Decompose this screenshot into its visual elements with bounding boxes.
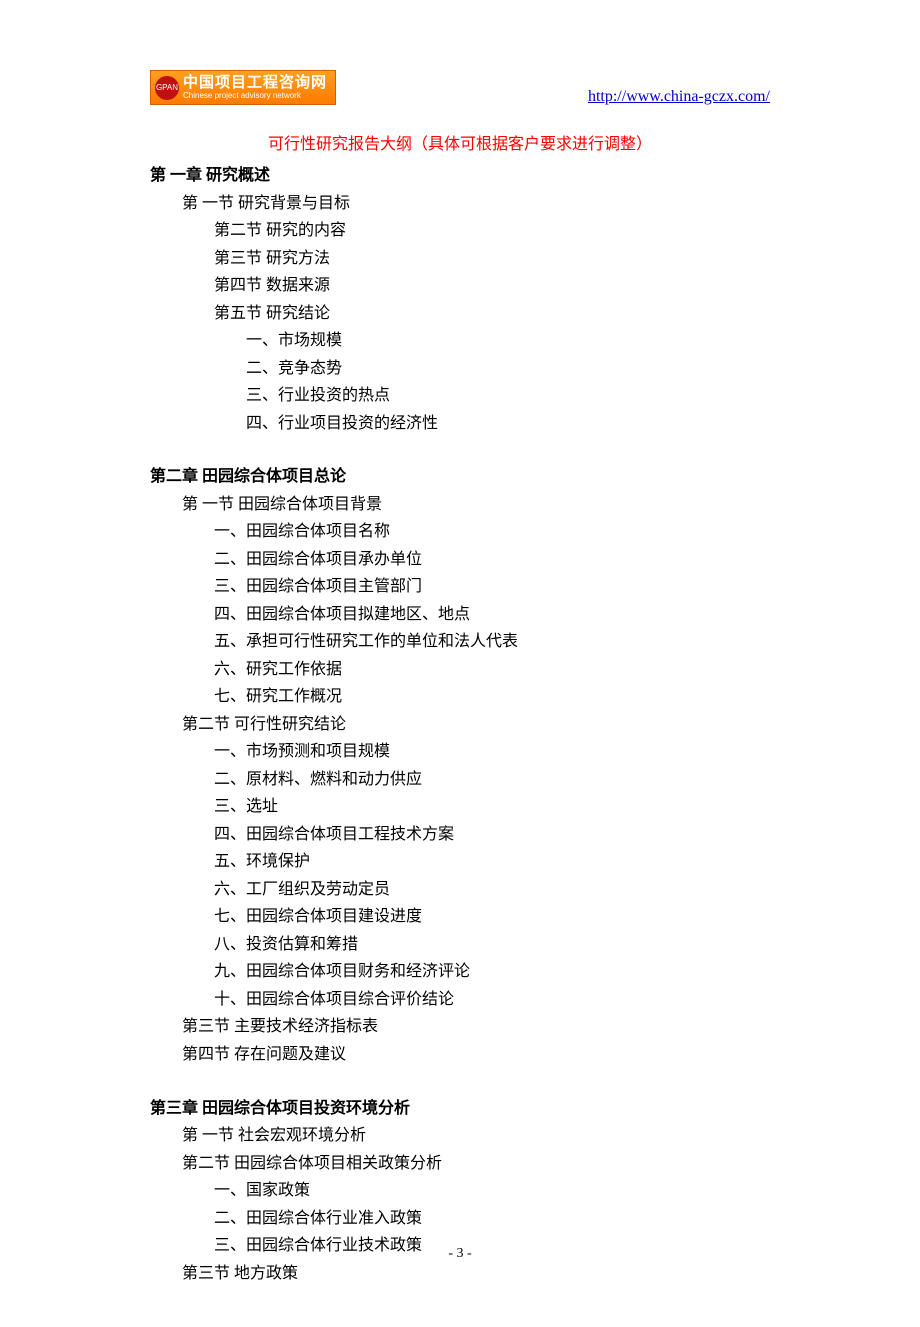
- ch2-s2-item-8: 八、投资估算和筹措: [150, 931, 770, 959]
- site-logo: GPAN 中国项目工程咨询网 Chinese project advisory …: [150, 70, 336, 105]
- ch2-section-1: 第 一节 田园综合体项目背景: [150, 491, 770, 519]
- ch1-s5-item-1: 一、市场规模: [150, 327, 770, 355]
- ch2-s1-item-6: 六、研究工作依据: [150, 656, 770, 684]
- ch3-section-3: 第三节 地方政策: [150, 1260, 770, 1288]
- ch2-s2-item-10: 十、田园综合体项目综合评价结论: [150, 986, 770, 1014]
- logo-title-cn: 中国项目工程咨询网: [183, 75, 327, 92]
- ch2-s1-item-4: 四、田园综合体项目拟建地区、地点: [150, 601, 770, 629]
- ch1-section-4: 第四节 数据来源: [150, 272, 770, 300]
- ch2-s2-item-4: 四、田园综合体项目工程技术方案: [150, 821, 770, 849]
- ch3-s2-item-1: 一、国家政策: [150, 1177, 770, 1205]
- ch2-s1-item-3: 三、田园综合体项目主管部门: [150, 573, 770, 601]
- ch2-s2-item-6: 六、工厂组织及劳动定员: [150, 876, 770, 904]
- ch2-s2-item-5: 五、环境保护: [150, 848, 770, 876]
- ch2-s1-item-7: 七、研究工作概况: [150, 683, 770, 711]
- ch2-s2-item-1: 一、市场预测和项目规模: [150, 738, 770, 766]
- ch2-s1-item-1: 一、田园综合体项目名称: [150, 518, 770, 546]
- ch2-s2-item-3: 三、选址: [150, 793, 770, 821]
- outline-title-note: 可行性研究报告大纲（具体可根据客户要求进行调整）: [150, 130, 770, 154]
- ch2-section-3: 第三节 主要技术经济指标表: [150, 1013, 770, 1041]
- logo-badge-icon: GPAN: [155, 76, 179, 100]
- logo-text: 中国项目工程咨询网 Chinese project advisory netwo…: [183, 75, 327, 100]
- chapter-1-heading: 第 一章 研究概述: [150, 162, 770, 190]
- ch3-s2-item-2: 二、田园综合体行业准入政策: [150, 1205, 770, 1233]
- ch2-s2-item-7: 七、田园综合体项目建设进度: [150, 903, 770, 931]
- chapter-2-heading: 第二章 田园综合体项目总论: [150, 463, 770, 491]
- ch1-section-1: 第 一节 研究背景与目标: [150, 190, 770, 218]
- header-url-link[interactable]: http://www.china-gczx.com/: [588, 88, 770, 106]
- ch1-s5-item-3: 三、行业投资的热点: [150, 382, 770, 410]
- logo-title-en: Chinese project advisory network: [183, 92, 327, 101]
- chapter-3-heading: 第三章 田园综合体项目投资环境分析: [150, 1095, 770, 1123]
- ch3-section-1: 第 一节 社会宏观环境分析: [150, 1122, 770, 1150]
- ch2-s2-item-9: 九、田园综合体项目财务和经济评论: [150, 958, 770, 986]
- ch2-section-4: 第四节 存在问题及建议: [150, 1041, 770, 1069]
- page-number: - 3 -: [0, 1246, 920, 1262]
- outline-body: 第 一章 研究概述 第 一节 研究背景与目标 第二节 研究的内容 第三节 研究方…: [150, 162, 770, 1287]
- ch2-s2-item-2: 二、原材料、燃料和动力供应: [150, 766, 770, 794]
- document-page: GPAN 中国项目工程咨询网 Chinese project advisory …: [0, 0, 920, 1327]
- ch2-s1-item-5: 五、承担可行性研究工作的单位和法人代表: [150, 628, 770, 656]
- ch2-section-2: 第二节 可行性研究结论: [150, 711, 770, 739]
- ch1-section-2: 第二节 研究的内容: [150, 217, 770, 245]
- ch1-s5-item-2: 二、竞争态势: [150, 355, 770, 383]
- ch2-s1-item-2: 二、田园综合体项目承办单位: [150, 546, 770, 574]
- ch1-section-5: 第五节 研究结论: [150, 300, 770, 328]
- ch1-s5-item-4: 四、行业项目投资的经济性: [150, 410, 770, 438]
- ch1-section-3: 第三节 研究方法: [150, 245, 770, 273]
- page-header: GPAN 中国项目工程咨询网 Chinese project advisory …: [150, 70, 770, 106]
- ch3-section-2: 第二节 田园综合体项目相关政策分析: [150, 1150, 770, 1178]
